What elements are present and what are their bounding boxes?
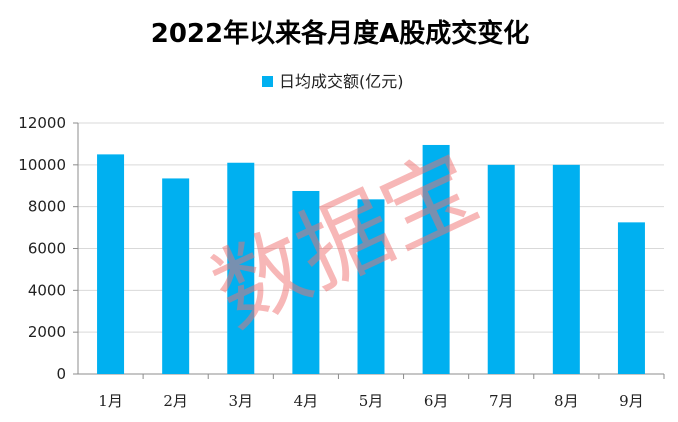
bar xyxy=(422,144,450,374)
x-tick-label: 8月 xyxy=(554,392,579,410)
bar xyxy=(162,178,190,374)
x-tick-label: 9月 xyxy=(619,392,644,410)
y-tick-label: 6000 xyxy=(28,240,66,258)
x-tick-label: 1月 xyxy=(98,392,123,410)
bar xyxy=(552,164,580,374)
bar xyxy=(97,154,125,374)
legend: 日均成交额(亿元) xyxy=(262,72,404,91)
legend-label: 日均成交额(亿元) xyxy=(279,72,404,91)
chart-title: 2022年以来各月度A股成交变化 xyxy=(151,18,530,49)
x-tick-label: 4月 xyxy=(294,392,319,410)
bars xyxy=(97,144,645,374)
y-tick-label: 4000 xyxy=(28,281,66,299)
bar xyxy=(292,190,320,374)
bar xyxy=(227,162,255,374)
bar xyxy=(617,222,645,374)
legend-swatch xyxy=(262,76,273,87)
bar xyxy=(357,199,385,374)
y-tick-label: 12000 xyxy=(18,114,66,132)
bar xyxy=(487,164,515,374)
y-tick-label: 0 xyxy=(56,365,66,383)
x-tick-label: 3月 xyxy=(229,392,254,410)
x-axis-ticks: 1月 2月 3月 4月 5月 6月 7月 8月 9月 xyxy=(98,374,665,410)
x-tick-label: 5月 xyxy=(359,392,384,410)
y-axis-ticks: 0 2000 4000 6000 8000 10000 12000 xyxy=(18,114,78,383)
x-tick-label: 6月 xyxy=(424,392,449,410)
x-tick-label: 7月 xyxy=(489,392,514,410)
y-tick-label: 10000 xyxy=(18,156,66,174)
y-tick-label: 2000 xyxy=(28,323,66,341)
x-tick-label: 2月 xyxy=(163,392,188,410)
y-tick-label: 8000 xyxy=(28,198,66,216)
